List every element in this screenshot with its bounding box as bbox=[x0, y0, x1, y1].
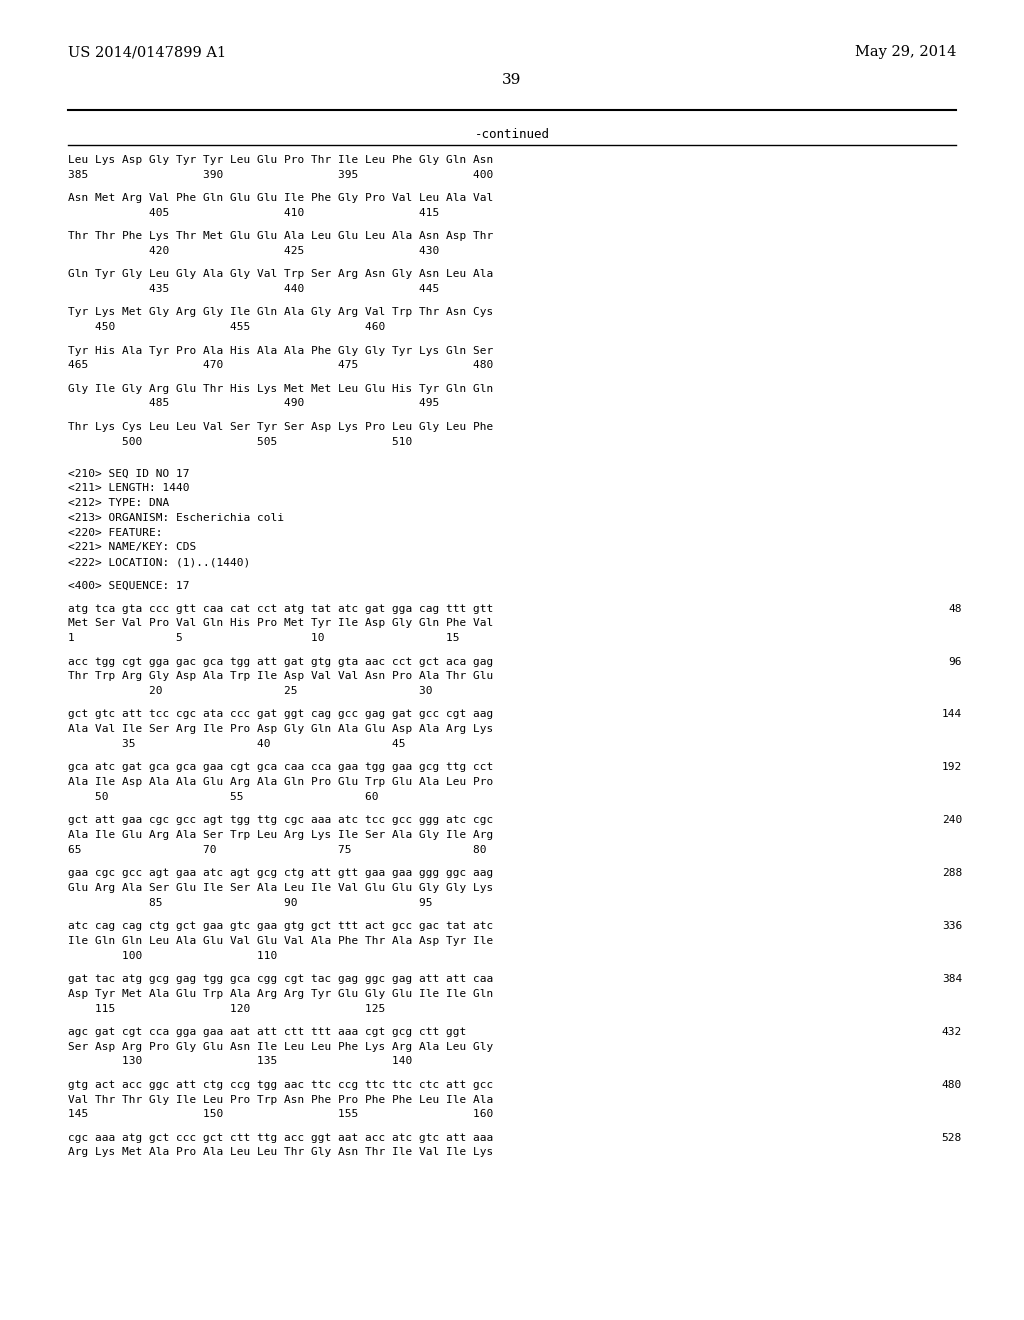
Text: 20                  25                  30: 20 25 30 bbox=[68, 686, 432, 696]
Text: <210> SEQ ID NO 17: <210> SEQ ID NO 17 bbox=[68, 469, 189, 478]
Text: -continued: -continued bbox=[474, 128, 550, 141]
Text: Thr Trp Arg Gly Asp Ala Trp Ile Asp Val Val Asn Pro Ala Thr Glu: Thr Trp Arg Gly Asp Ala Trp Ile Asp Val … bbox=[68, 672, 494, 681]
Text: <220> FEATURE:: <220> FEATURE: bbox=[68, 528, 163, 537]
Text: <400> SEQUENCE: 17: <400> SEQUENCE: 17 bbox=[68, 581, 189, 590]
Text: 50                  55                  60: 50 55 60 bbox=[68, 792, 379, 803]
Text: Asp Tyr Met Ala Glu Trp Ala Arg Arg Tyr Glu Gly Glu Ile Ile Gln: Asp Tyr Met Ala Glu Trp Ala Arg Arg Tyr … bbox=[68, 989, 494, 999]
Text: Leu Lys Asp Gly Tyr Tyr Leu Glu Pro Thr Ile Leu Phe Gly Gln Asn: Leu Lys Asp Gly Tyr Tyr Leu Glu Pro Thr … bbox=[68, 154, 494, 165]
Text: Asn Met Arg Val Phe Gln Glu Glu Ile Phe Gly Pro Val Leu Ala Val: Asn Met Arg Val Phe Gln Glu Glu Ile Phe … bbox=[68, 193, 494, 203]
Text: atg tca gta ccc gtt caa cat cct atg tat atc gat gga cag ttt gtt: atg tca gta ccc gtt caa cat cct atg tat … bbox=[68, 603, 494, 614]
Text: <222> LOCATION: (1)..(1440): <222> LOCATION: (1)..(1440) bbox=[68, 557, 250, 568]
Text: 39: 39 bbox=[503, 73, 521, 87]
Text: Val Thr Thr Gly Ile Leu Pro Trp Asn Phe Pro Phe Phe Leu Ile Ala: Val Thr Thr Gly Ile Leu Pro Trp Asn Phe … bbox=[68, 1094, 494, 1105]
Text: Ser Asp Arg Pro Gly Glu Asn Ile Leu Leu Phe Lys Arg Ala Leu Gly: Ser Asp Arg Pro Gly Glu Asn Ile Leu Leu … bbox=[68, 1041, 494, 1052]
Text: 288: 288 bbox=[942, 869, 962, 878]
Text: 405                 410                 415: 405 410 415 bbox=[68, 209, 439, 218]
Text: Tyr His Ala Tyr Pro Ala His Ala Ala Phe Gly Gly Tyr Lys Gln Ser: Tyr His Ala Tyr Pro Ala His Ala Ala Phe … bbox=[68, 346, 494, 355]
Text: <221> NAME/KEY: CDS: <221> NAME/KEY: CDS bbox=[68, 543, 197, 552]
Text: 480: 480 bbox=[942, 1080, 962, 1090]
Text: gat tac atg gcg gag tgg gca cgg cgt tac gag ggc gag att att caa: gat tac atg gcg gag tgg gca cgg cgt tac … bbox=[68, 974, 494, 983]
Text: 144: 144 bbox=[942, 709, 962, 719]
Text: 450                 455                 460: 450 455 460 bbox=[68, 322, 385, 333]
Text: Thr Lys Cys Leu Leu Val Ser Tyr Ser Asp Lys Pro Leu Gly Leu Phe: Thr Lys Cys Leu Leu Val Ser Tyr Ser Asp … bbox=[68, 421, 494, 432]
Text: 85                  90                  95: 85 90 95 bbox=[68, 898, 432, 908]
Text: 420                 425                 430: 420 425 430 bbox=[68, 246, 439, 256]
Text: Tyr Lys Met Gly Arg Gly Ile Gln Ala Gly Arg Val Trp Thr Asn Cys: Tyr Lys Met Gly Arg Gly Ile Gln Ala Gly … bbox=[68, 308, 494, 317]
Text: 528: 528 bbox=[942, 1133, 962, 1143]
Text: 384: 384 bbox=[942, 974, 962, 983]
Text: agc gat cgt cca gga gaa aat att ctt ttt aaa cgt gcg ctt ggt: agc gat cgt cca gga gaa aat att ctt ttt … bbox=[68, 1027, 466, 1038]
Text: Ile Gln Gln Leu Ala Glu Val Glu Val Ala Phe Thr Ala Asp Tyr Ile: Ile Gln Gln Leu Ala Glu Val Glu Val Ala … bbox=[68, 936, 494, 946]
Text: US 2014/0147899 A1: US 2014/0147899 A1 bbox=[68, 45, 226, 59]
Text: 100                 110: 100 110 bbox=[68, 950, 278, 961]
Text: Met Ser Val Pro Val Gln His Pro Met Tyr Ile Asp Gly Gln Phe Val: Met Ser Val Pro Val Gln His Pro Met Tyr … bbox=[68, 619, 494, 628]
Text: 485                 490                 495: 485 490 495 bbox=[68, 399, 439, 408]
Text: Ala Val Ile Ser Arg Ile Pro Asp Gly Gln Ala Glu Asp Ala Arg Lys: Ala Val Ile Ser Arg Ile Pro Asp Gly Gln … bbox=[68, 725, 494, 734]
Text: 336: 336 bbox=[942, 921, 962, 931]
Text: Ala Ile Glu Arg Ala Ser Trp Leu Arg Lys Ile Ser Ala Gly Ile Arg: Ala Ile Glu Arg Ala Ser Trp Leu Arg Lys … bbox=[68, 830, 494, 840]
Text: 465                 470                 475                 480: 465 470 475 480 bbox=[68, 360, 494, 371]
Text: Thr Thr Phe Lys Thr Met Glu Glu Ala Leu Glu Leu Ala Asn Asp Thr: Thr Thr Phe Lys Thr Met Glu Glu Ala Leu … bbox=[68, 231, 494, 242]
Text: 96: 96 bbox=[948, 656, 962, 667]
Text: acc tgg cgt gga gac gca tgg att gat gtg gta aac cct gct aca gag: acc tgg cgt gga gac gca tgg att gat gtg … bbox=[68, 656, 494, 667]
Text: <212> TYPE: DNA: <212> TYPE: DNA bbox=[68, 498, 169, 508]
Text: Gln Tyr Gly Leu Gly Ala Gly Val Trp Ser Arg Asn Gly Asn Leu Ala: Gln Tyr Gly Leu Gly Ala Gly Val Trp Ser … bbox=[68, 269, 494, 280]
Text: gct att gaa cgc gcc agt tgg ttg cgc aaa atc tcc gcc ggg atc cgc: gct att gaa cgc gcc agt tgg ttg cgc aaa … bbox=[68, 816, 494, 825]
Text: 115                 120                 125: 115 120 125 bbox=[68, 1003, 385, 1014]
Text: May 29, 2014: May 29, 2014 bbox=[855, 45, 956, 59]
Text: 240: 240 bbox=[942, 816, 962, 825]
Text: 1               5                   10                  15: 1 5 10 15 bbox=[68, 634, 460, 643]
Text: gtg act acc ggc att ctg ccg tgg aac ttc ccg ttc ttc ctc att gcc: gtg act acc ggc att ctg ccg tgg aac ttc … bbox=[68, 1080, 494, 1090]
Text: gct gtc att tcc cgc ata ccc gat ggt cag gcc gag gat gcc cgt aag: gct gtc att tcc cgc ata ccc gat ggt cag … bbox=[68, 709, 494, 719]
Text: 500                 505                 510: 500 505 510 bbox=[68, 437, 413, 446]
Text: 65                  70                  75                  80: 65 70 75 80 bbox=[68, 845, 486, 855]
Text: <211> LENGTH: 1440: <211> LENGTH: 1440 bbox=[68, 483, 189, 494]
Text: 145                 150                 155                 160: 145 150 155 160 bbox=[68, 1109, 494, 1119]
Text: <213> ORGANISM: Escherichia coli: <213> ORGANISM: Escherichia coli bbox=[68, 512, 284, 523]
Text: Gly Ile Gly Arg Glu Thr His Lys Met Met Leu Glu His Tyr Gln Gln: Gly Ile Gly Arg Glu Thr His Lys Met Met … bbox=[68, 384, 494, 393]
Text: gaa cgc gcc agt gaa atc agt gcg ctg att gtt gaa gaa ggg ggc aag: gaa cgc gcc agt gaa atc agt gcg ctg att … bbox=[68, 869, 494, 878]
Text: 35                  40                  45: 35 40 45 bbox=[68, 739, 406, 748]
Text: cgc aaa atg gct ccc gct ctt ttg acc ggt aat acc atc gtc att aaa: cgc aaa atg gct ccc gct ctt ttg acc ggt … bbox=[68, 1133, 494, 1143]
Text: 435                 440                 445: 435 440 445 bbox=[68, 284, 439, 294]
Text: gca atc gat gca gca gaa cgt gca caa cca gaa tgg gaa gcg ttg cct: gca atc gat gca gca gaa cgt gca caa cca … bbox=[68, 763, 494, 772]
Text: 130                 135                 140: 130 135 140 bbox=[68, 1056, 413, 1067]
Text: 192: 192 bbox=[942, 763, 962, 772]
Text: 385                 390                 395                 400: 385 390 395 400 bbox=[68, 170, 494, 180]
Text: Ala Ile Asp Ala Ala Glu Arg Ala Gln Pro Glu Trp Glu Ala Leu Pro: Ala Ile Asp Ala Ala Glu Arg Ala Gln Pro … bbox=[68, 777, 494, 787]
Text: Glu Arg Ala Ser Glu Ile Ser Ala Leu Ile Val Glu Glu Gly Gly Lys: Glu Arg Ala Ser Glu Ile Ser Ala Leu Ile … bbox=[68, 883, 494, 894]
Text: 48: 48 bbox=[948, 603, 962, 614]
Text: Arg Lys Met Ala Pro Ala Leu Leu Thr Gly Asn Thr Ile Val Ile Lys: Arg Lys Met Ala Pro Ala Leu Leu Thr Gly … bbox=[68, 1147, 494, 1158]
Text: 432: 432 bbox=[942, 1027, 962, 1038]
Text: atc cag cag ctg gct gaa gtc gaa gtg gct ttt act gcc gac tat atc: atc cag cag ctg gct gaa gtc gaa gtg gct … bbox=[68, 921, 494, 931]
